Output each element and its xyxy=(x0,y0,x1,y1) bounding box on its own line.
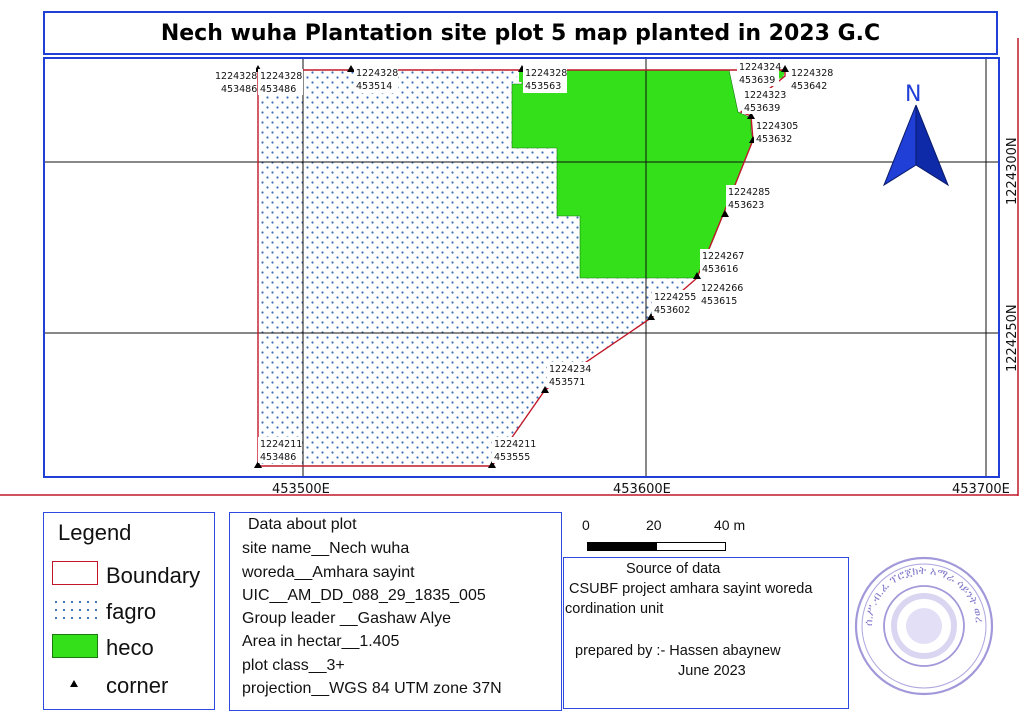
map-title-box: Nech wuha Plantation site plot 5 map pla… xyxy=(43,11,998,55)
source-heading: Source of data xyxy=(626,561,721,577)
y-tick-label: 1224300N xyxy=(1005,137,1020,205)
source-line2: cordination unit xyxy=(565,601,664,617)
plot-info-area: Area in hectar__1.405 xyxy=(242,633,400,650)
plot-info-class: plot class__3+ xyxy=(242,657,345,674)
map-frame xyxy=(43,57,1000,478)
plot-info-leader: Group leader __Gashaw Alye xyxy=(242,610,452,627)
legend-label-heco: heco xyxy=(106,635,154,660)
scale-segment-black xyxy=(587,542,658,551)
fagro-swatch xyxy=(52,598,98,622)
prepared-date: June 2023 xyxy=(678,663,746,679)
scale-label: 0 xyxy=(582,517,590,533)
y-tick-label: 1224250N xyxy=(1005,304,1020,372)
legend-label-boundary: Boundary xyxy=(106,563,201,588)
plot-info-panel xyxy=(229,512,562,711)
legend-label-corner: corner xyxy=(106,673,169,698)
plot-info-uic: UIC__AM_DD_088_29_1835_005 xyxy=(242,587,486,604)
scale-label: 40 m xyxy=(714,517,746,533)
map-title: Nech wuha Plantation site plot 5 map pla… xyxy=(160,20,881,46)
plot-info-heading: Data about plot xyxy=(248,516,357,533)
heco-swatch xyxy=(52,634,98,658)
plot-info-projection: projection__WGS 84 UTM zone 37N xyxy=(242,680,502,697)
source-panel xyxy=(563,557,849,709)
scale-label: 20 xyxy=(646,517,662,533)
prepared-by: prepared by :- Hassen abaynew xyxy=(575,643,781,659)
plot-info-woreda: woreda__Amhara sayint xyxy=(242,564,415,581)
x-tick-label: 453500E xyxy=(272,482,330,497)
corner-marker-icon xyxy=(70,680,78,687)
official-seal: ሰ.ሥ.ብ.ፈ ፕሮጀክት አማራ ሳይንት ወረዳ xyxy=(852,546,994,696)
scale-segment-white xyxy=(656,542,726,551)
x-tick-label: 453700E xyxy=(952,482,1010,497)
source-line1: CSUBF project amhara sayint woreda xyxy=(569,581,813,597)
plot-info-site: site name__Nech wuha xyxy=(242,540,410,557)
boundary-swatch xyxy=(52,561,98,585)
x-tick-label: 453600E xyxy=(613,482,671,497)
legend-label-fagro: fagro xyxy=(106,599,157,624)
legend-title: Legend xyxy=(58,520,132,545)
